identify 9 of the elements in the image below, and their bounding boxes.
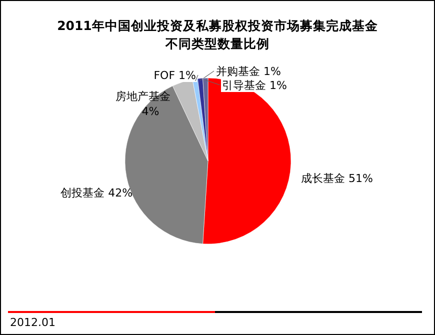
data-label: 4% [142,105,160,118]
slice-label: 房地产基金 [115,90,170,103]
chart-title: 2011年中国创业投资及私募股权投资市场募集完成基金不同类型数量比例 [57,18,378,51]
text: 2012.01 [10,316,56,329]
slice-label: 创投基金 42% [60,186,133,200]
slice-label: 并购基金 1% [216,65,281,78]
slice-label: 成长基金 51% [300,172,373,185]
slice-label: FOF 1% [154,69,196,82]
slice-label: 引导基金 1% [222,79,287,92]
